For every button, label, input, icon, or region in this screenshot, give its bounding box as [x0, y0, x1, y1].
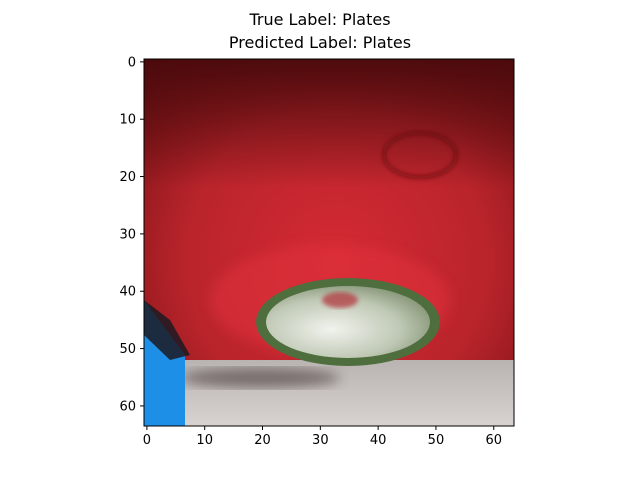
dark-ring-mark	[382, 131, 458, 179]
x-tick-label: 60	[485, 433, 502, 448]
x-tick-label: 10	[196, 433, 213, 448]
blue-object-shadow	[144, 300, 190, 360]
plate-face	[266, 286, 430, 358]
y-tick-label: 40	[119, 285, 136, 300]
x-tick-label: 40	[370, 433, 387, 448]
y-tick-label: 30	[119, 227, 136, 242]
chart-title-true-label: True Label: Plates	[249, 10, 391, 29]
x-tick-label: 50	[428, 433, 445, 448]
chart-title-predicted-label: Predicted Label: Plates	[228, 33, 412, 52]
y-tick-label: 50	[119, 342, 136, 357]
x-axis: 0 10 20 30 40 50 60	[143, 426, 502, 448]
y-tick-label: 0	[128, 55, 136, 70]
x-tick-label: 30	[312, 433, 329, 448]
image-content	[144, 59, 514, 426]
y-tick-label: 60	[119, 399, 136, 414]
floor-shadow	[180, 368, 340, 388]
y-tick-label: 10	[119, 113, 136, 128]
axes-frame	[143, 58, 515, 427]
x-tick-label: 0	[143, 433, 151, 448]
x-tick-label: 20	[254, 433, 271, 448]
y-tick-label: 20	[119, 170, 136, 185]
plate-center-reflection	[322, 292, 358, 308]
y-axis: 0 10 20 30 40 50 60	[119, 55, 144, 414]
floor-surface	[144, 360, 514, 426]
